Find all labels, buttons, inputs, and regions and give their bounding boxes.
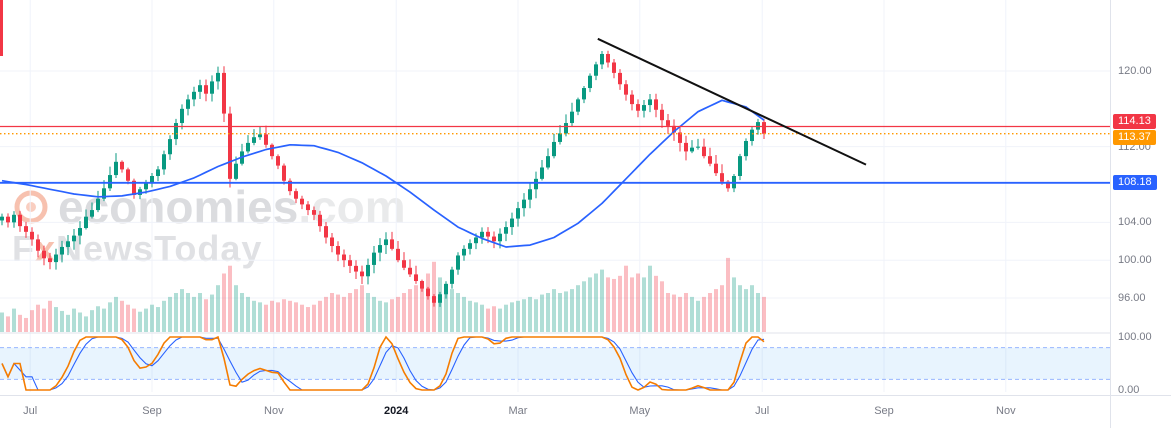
y-axis-tick: 96.00 [1118,292,1146,305]
y-axis-tick: 100.00 [1118,254,1152,267]
x-axis-label: Sep [874,405,894,417]
x-axis-label-year: 2024 [383,405,409,417]
oscillator-axis-label: 100.00 [1118,331,1152,343]
oscillator-axis-label: 0.00 [1118,384,1140,396]
price-level-lines[interactable] [0,125,1110,184]
x-axis-label: May [629,405,651,417]
chart-canvas[interactable] [0,0,1110,395]
x-axis-label: Mar [508,405,528,417]
moving-average-line [1,99,765,248]
price-badge: 113.37 [1113,130,1156,146]
trendline[interactable] [597,37,867,166]
time-axis[interactable]: Jul Sep Nov 2024 Mar May Jul Sep Nov [0,395,1110,428]
volume-layer [0,257,766,332]
x-axis-label: Nov [996,405,1016,417]
oscillator-panel [0,347,1110,380]
red-marker-line [0,0,3,56]
grid-layer [0,0,1110,392]
x-axis-label: Nov [264,405,284,417]
x-axis-label: Sep [142,405,162,417]
chart-plot-area[interactable]: economies .com FxNewsToday [0,0,1110,395]
oscillator-k-line [1,335,765,391]
price-axis[interactable]: 120.00 112.00 104.00 100.00 96.00 114.13 113.3… [1110,0,1171,396]
y-axis-tick: 120.00 [1118,65,1152,77]
oscillator-d-line [1,336,765,391]
y-axis-tick: 104.00 [1118,216,1152,229]
price-badge: 108.18 [1113,174,1157,190]
axis-corner [1110,395,1171,428]
x-axis-label: Jul [23,405,38,417]
x-axis-label: Jul [755,405,770,417]
price-badge: 114.13 [1113,114,1156,130]
